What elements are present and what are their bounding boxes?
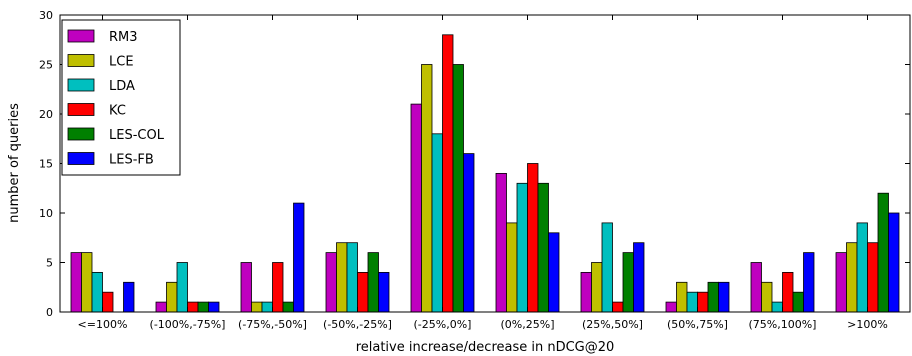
bar — [856, 222, 868, 313]
x-tick-label: (-100%,-75%] — [150, 318, 226, 331]
bar — [877, 192, 889, 313]
legend-label: LES-COL — [109, 128, 165, 143]
bar — [612, 301, 624, 313]
legend-swatch — [67, 29, 95, 43]
bar — [846, 242, 858, 313]
bar — [591, 262, 603, 313]
bar — [293, 202, 305, 313]
bar — [750, 262, 762, 313]
bar — [548, 232, 560, 313]
legend-box — [61, 19, 181, 176]
y-tick-label: 30 — [39, 9, 53, 22]
bar — [421, 64, 433, 313]
x-tick-label: (0%,25%] — [501, 318, 555, 331]
bar — [208, 301, 220, 313]
legend-label: KC — [109, 104, 126, 119]
bar — [495, 172, 507, 313]
bar — [176, 262, 188, 313]
bar — [527, 163, 539, 313]
bar — [665, 301, 677, 313]
bar — [888, 212, 900, 313]
bar — [187, 301, 199, 313]
legend-swatch — [67, 127, 95, 141]
bar — [452, 64, 464, 313]
legend-swatch — [67, 54, 95, 67]
y-tick-label: 5 — [46, 257, 53, 270]
x-tick-label: (50%,75%] — [667, 318, 728, 331]
bar — [336, 242, 348, 313]
legend-label: LCE — [109, 55, 134, 70]
bar — [463, 153, 475, 313]
bar — [367, 252, 379, 313]
bar — [155, 301, 167, 313]
bar — [580, 271, 592, 313]
bar — [102, 291, 114, 313]
x-tick-label: <=100% — [78, 318, 128, 331]
bar — [686, 291, 698, 313]
bar — [410, 103, 422, 313]
x-axis-label: relative increase/decrease in nDCG@20 — [356, 340, 615, 355]
bar — [782, 271, 794, 313]
x-tick-label: (-75%,-50%] — [238, 318, 307, 331]
bar — [251, 301, 263, 313]
bar — [792, 291, 804, 313]
bar — [835, 252, 847, 313]
bar — [282, 301, 294, 313]
bar — [761, 281, 773, 313]
bar — [803, 252, 815, 313]
bar — [442, 34, 454, 313]
bar — [272, 262, 284, 313]
legend-label: LDA — [109, 79, 135, 94]
y-axis-label: number of queries — [7, 103, 22, 223]
bar — [357, 271, 369, 313]
bar — [431, 133, 443, 313]
bar — [601, 222, 613, 313]
x-tick-label: >100% — [847, 318, 888, 331]
legend-label: LES-FB — [109, 153, 154, 168]
bar — [516, 182, 528, 313]
x-tick-label: (-50%,-25%] — [323, 318, 392, 331]
bar — [346, 242, 358, 313]
bar — [771, 301, 783, 313]
bar — [325, 252, 337, 313]
bar — [70, 252, 82, 313]
bar — [197, 301, 209, 313]
bar — [91, 271, 103, 313]
y-tick-label: 15 — [39, 158, 53, 171]
bar — [166, 281, 178, 313]
bar — [81, 252, 93, 313]
bar — [697, 291, 709, 313]
bar — [707, 281, 719, 313]
plot-area: 0 5 10 15 20 25 30 <=100% (-100%,-75%] (-75%,-50%… — [39, 9, 911, 331]
x-tick-label: (-25%,0%] — [414, 318, 472, 331]
legend-label: RM3 — [109, 30, 138, 45]
y-tick-label: 10 — [39, 207, 53, 220]
bar — [378, 271, 390, 313]
bar — [622, 252, 634, 313]
bar — [676, 281, 688, 313]
bar — [123, 281, 135, 313]
bar — [240, 262, 252, 313]
legend-swatch — [67, 103, 95, 116]
y-tick-label: 20 — [39, 108, 53, 121]
bar — [633, 242, 645, 313]
bar — [537, 182, 549, 313]
legend-swatch — [67, 152, 95, 165]
y-tick-label: 0 — [46, 306, 53, 319]
x-tick-label: (25%,50%] — [582, 318, 643, 331]
y-tick-label: 25 — [39, 59, 53, 72]
bar — [867, 242, 879, 313]
x-tick-label: (75%,100%] — [749, 318, 817, 331]
bar — [506, 222, 518, 313]
legend-swatch — [67, 78, 95, 92]
bar — [718, 281, 730, 313]
bar — [261, 301, 273, 313]
